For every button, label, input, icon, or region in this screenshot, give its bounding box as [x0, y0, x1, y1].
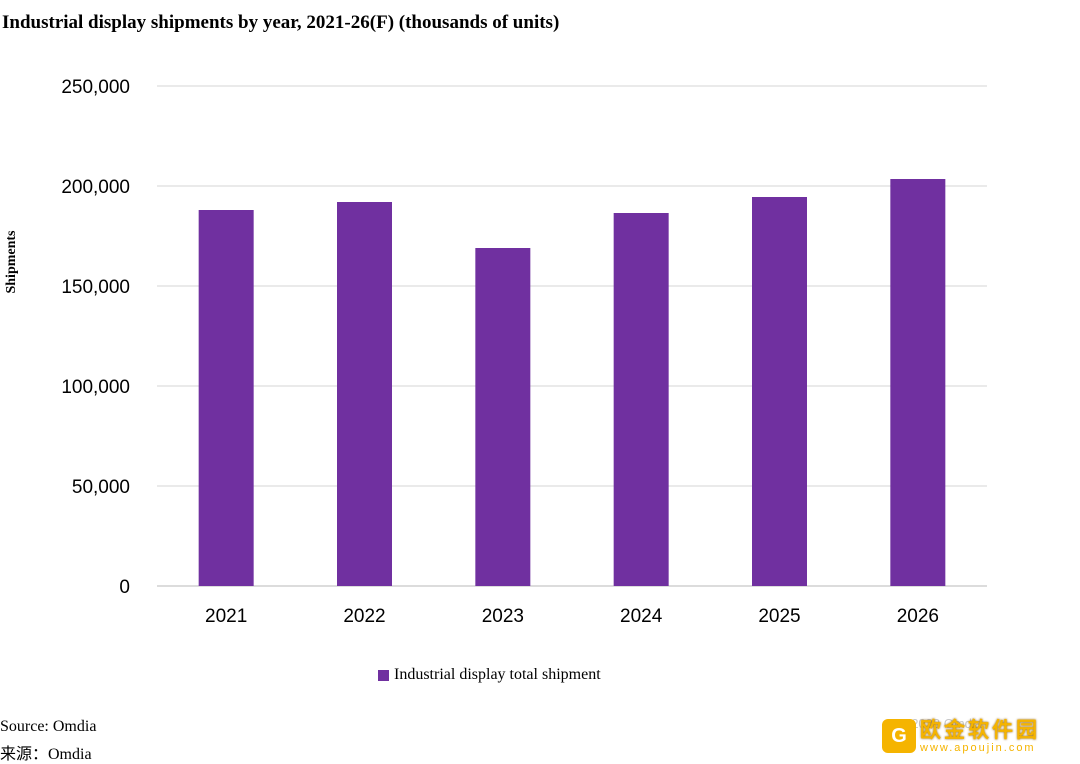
x-tick-label: 2026	[897, 606, 939, 627]
y-tick-label: 50,000	[72, 477, 130, 498]
bar-2026	[890, 179, 946, 586]
copyright-watermark: © 2023 Omdia	[898, 716, 983, 731]
site-logo: G 欧金软件园 www.apoujin.com	[882, 714, 1072, 758]
bar-2022	[337, 202, 392, 586]
source-line: Source: Omdia	[0, 718, 97, 735]
x-tick-label: 2022	[343, 606, 385, 627]
y-tick-label: 250,000	[61, 77, 130, 98]
legend: Industrial display total shipment	[378, 666, 601, 684]
bar-2023	[475, 248, 531, 586]
logo-name: 欧金软件园	[920, 718, 1040, 742]
x-tick-label: 2025	[758, 606, 800, 627]
bars	[198, 179, 946, 586]
bar-2024	[613, 213, 669, 586]
chart-title: Industrial display shipments by year, 20…	[2, 12, 560, 33]
logo-text: 欧金软件园 www.apoujin.com	[920, 718, 1040, 754]
logo-url: www.apoujin.com	[920, 742, 1036, 754]
legend-swatch	[378, 669, 389, 681]
x-tick-label: 2021	[205, 606, 247, 627]
y-tick-label: 0	[119, 577, 130, 598]
bar-2021	[198, 210, 254, 586]
source-line-chinese: 来源：Omdia	[0, 746, 92, 763]
logo-mark-icon: G	[882, 719, 916, 753]
y-tick-label: 150,000	[61, 277, 130, 298]
x-tick-label: 2024	[620, 606, 663, 627]
bar-2025	[752, 197, 807, 586]
axes: 0 50,000 100,000 150,000 200,000 250,000 2021 2…	[61, 77, 939, 627]
y-tick-label: 200,000	[61, 177, 130, 198]
gridlines	[157, 85, 987, 587]
y-tick-label: 100,000	[61, 377, 130, 398]
x-tick-label: 2023	[482, 606, 524, 627]
legend-label: Industrial display total shipment	[394, 666, 601, 683]
